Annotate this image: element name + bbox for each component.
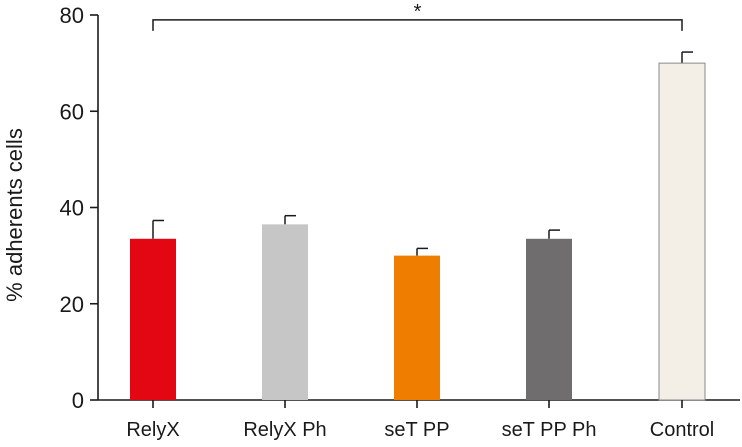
x-tick-label: RelyX Ph [243, 419, 326, 441]
significance-label: * [414, 1, 422, 23]
y-tick-label: 80 [60, 3, 84, 28]
y-tick-label: 20 [60, 292, 84, 317]
x-tick-label: seT PP Ph [502, 419, 597, 441]
y-tick-label: 40 [60, 196, 84, 221]
x-tick-label: seT PP [384, 419, 449, 441]
x-tick-label: Control [650, 419, 714, 441]
bar-relyx [130, 238, 176, 400]
bar-relyx-ph [262, 224, 308, 400]
y-tick-label: 0 [72, 388, 84, 413]
bar-set-pp [394, 255, 440, 400]
x-tick-label: RelyX [126, 419, 179, 441]
bar-control [658, 62, 706, 401]
y-tick-label: 60 [60, 99, 84, 124]
plot-area: 0 20 40 60 80 RelyX RelyX Ph seT PP seT PP Ph Con… [60, 1, 740, 441]
significance-bracket [152, 19, 683, 31]
bar-set-pp-ph [526, 238, 572, 400]
y-axis-title: % adherents cells [2, 128, 27, 302]
